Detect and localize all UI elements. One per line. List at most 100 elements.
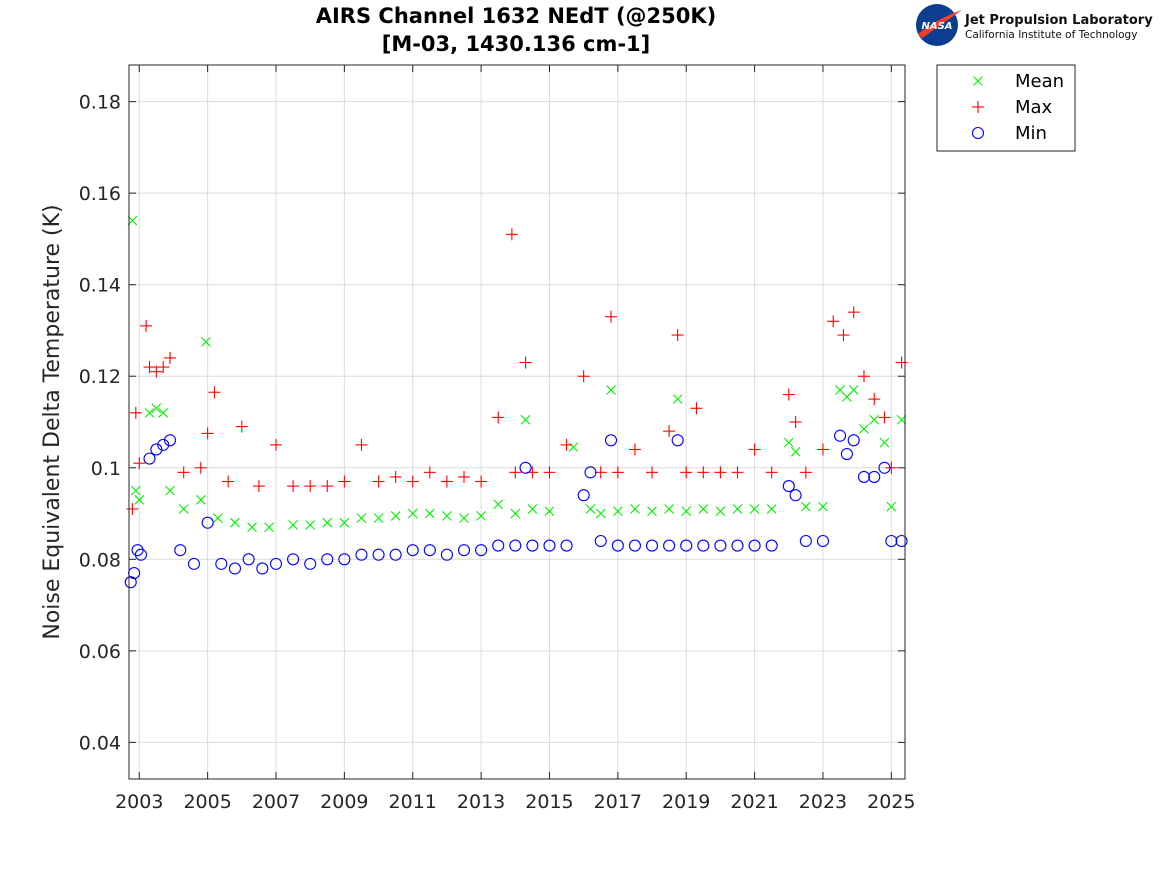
data-point-min: [134, 548, 148, 561]
data-point-mean: [130, 485, 141, 496]
nasa-wordmark: NASA: [921, 21, 952, 32]
data-point-max: [868, 393, 881, 406]
data-point-min: [304, 557, 317, 570]
data-point-max: [789, 416, 802, 428]
x-tick-label: 2005: [183, 791, 231, 813]
data-point-min: [187, 557, 201, 570]
x-tick-label: 2025: [867, 791, 915, 813]
data-point-mean: [606, 385, 616, 395]
legend-box: [936, 64, 1076, 152]
legend-marker-max: [972, 101, 984, 113]
data-point-min: [604, 434, 618, 447]
data-point-max: [628, 443, 641, 456]
chart-title-line-1: AIRS Channel 1632 NEdT (@250K): [316, 4, 717, 28]
y-tick-label: 0.04: [79, 732, 121, 754]
data-point-min: [895, 534, 908, 548]
data-point-max: [885, 461, 898, 474]
y-tick-label: 0.14: [79, 275, 121, 297]
series-min: [124, 429, 908, 589]
legend-marker-mean: [973, 76, 983, 86]
data-point-mean: [859, 423, 869, 434]
data-point-max: [697, 466, 710, 479]
data-point-min: [372, 548, 385, 561]
data-point-max: [129, 406, 142, 419]
data-point-mean: [749, 504, 760, 514]
data-point-min: [885, 534, 898, 548]
x-tick-label: 2013: [457, 791, 505, 813]
data-point-min: [799, 534, 812, 548]
axis-ticks: [129, 65, 905, 779]
data-point-min: [584, 466, 597, 479]
data-point-mean: [247, 522, 257, 533]
data-point-min: [150, 443, 163, 456]
data-point-min: [628, 539, 641, 552]
data-point-min: [256, 562, 269, 575]
data-point-mean: [322, 517, 333, 528]
x-tick-label: 2009: [320, 791, 368, 813]
data-point-max: [847, 306, 860, 319]
data-point-max: [287, 480, 300, 493]
data-point-max: [837, 329, 850, 342]
data-point-min: [228, 562, 242, 575]
data-point-mean: [520, 414, 531, 425]
data-point-min: [338, 553, 351, 566]
data-point-max: [680, 466, 693, 479]
jpl-org-subtitle: California Institute of Technology: [965, 29, 1137, 41]
data-point-min: [748, 539, 761, 552]
data-point-min: [816, 534, 830, 548]
data-point-max: [560, 438, 573, 451]
data-point-mean: [630, 504, 640, 514]
data-point-max: [714, 466, 727, 479]
data-point-min: [645, 539, 659, 552]
jpl-logo: NASA Jet Propulsion Laboratory Californi…: [916, 4, 1153, 46]
data-point-mean: [165, 485, 175, 496]
data-point-mean: [869, 414, 880, 425]
data-point-max: [577, 370, 590, 383]
data-point-min: [697, 539, 710, 552]
data-point-mean: [134, 494, 145, 505]
data-point-max: [140, 319, 153, 332]
data-point-max: [208, 386, 221, 399]
data-point-mean: [424, 508, 435, 519]
data-point-min: [215, 557, 228, 570]
x-tick-label: 2015: [525, 791, 573, 813]
data-point-max: [857, 370, 870, 383]
data-point-mean: [790, 446, 801, 457]
data-point-min: [577, 489, 590, 502]
data-point-mean: [800, 501, 811, 512]
data-point-max: [519, 356, 532, 369]
data-point-min: [143, 452, 156, 465]
data-point-mean: [356, 513, 367, 524]
data-point-mean: [305, 520, 316, 530]
y-tick-label: 0.18: [79, 92, 121, 114]
data-point-min: [714, 539, 727, 552]
data-point-mean: [664, 504, 675, 514]
data-point-max: [177, 466, 190, 479]
data-point-max: [406, 475, 419, 488]
data-point-mean: [407, 508, 418, 519]
data-point-max: [372, 475, 385, 488]
data-point-min: [389, 548, 402, 561]
data-point-mean: [288, 520, 298, 530]
data-point-mean: [732, 504, 743, 514]
data-point-max: [304, 480, 317, 493]
data-point-max: [799, 466, 812, 479]
x-tick-label: 2011: [389, 791, 437, 813]
data-point-min: [287, 553, 300, 566]
data-point-max: [157, 361, 170, 374]
data-point-min: [765, 539, 778, 552]
data-point-max: [321, 480, 334, 493]
data-point-max: [222, 475, 235, 488]
data-point-min: [492, 539, 505, 552]
data-point-mean: [264, 522, 275, 533]
data-point-mean: [612, 506, 623, 517]
data-point-min: [594, 534, 607, 548]
data-point-max: [748, 443, 761, 456]
data-point-mean: [390, 510, 401, 521]
data-point-mean: [715, 506, 726, 517]
x-tick-label: 2017: [594, 791, 642, 813]
data-point-max: [765, 466, 778, 479]
data-point-mean: [681, 506, 692, 517]
data-point-max: [605, 310, 618, 323]
